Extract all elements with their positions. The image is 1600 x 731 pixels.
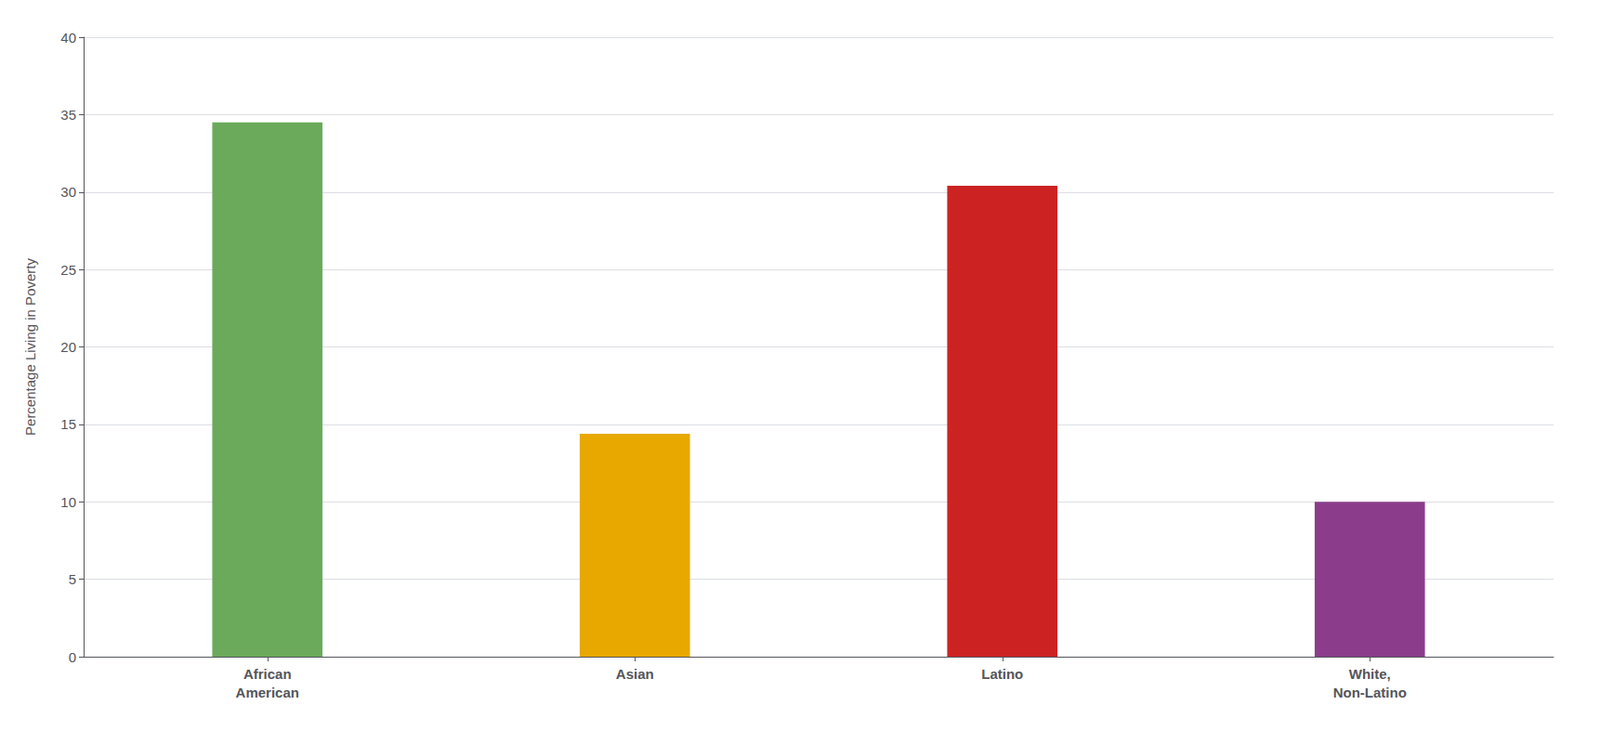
svg-text:Non-Latino: Non-Latino xyxy=(1333,684,1407,701)
svg-text:Latino: Latino xyxy=(981,666,1023,682)
svg-text:40: 40 xyxy=(60,29,77,46)
svg-text:15: 15 xyxy=(60,416,77,433)
svg-text:African: African xyxy=(243,666,292,682)
svg-text:White,: White, xyxy=(1349,666,1391,682)
svg-text:5: 5 xyxy=(68,571,77,588)
svg-text:25: 25 xyxy=(60,262,77,278)
svg-text:35: 35 xyxy=(60,106,77,123)
svg-text:Asian: Asian xyxy=(616,666,655,682)
svg-text:30: 30 xyxy=(60,183,77,200)
svg-text:10: 10 xyxy=(60,494,77,511)
svg-text:20: 20 xyxy=(60,339,77,355)
svg-text:0: 0 xyxy=(68,649,77,666)
svg-text:American: American xyxy=(236,684,300,701)
svg-text:Percentage Living in Poverty: Percentage Living in Poverty xyxy=(22,258,39,436)
